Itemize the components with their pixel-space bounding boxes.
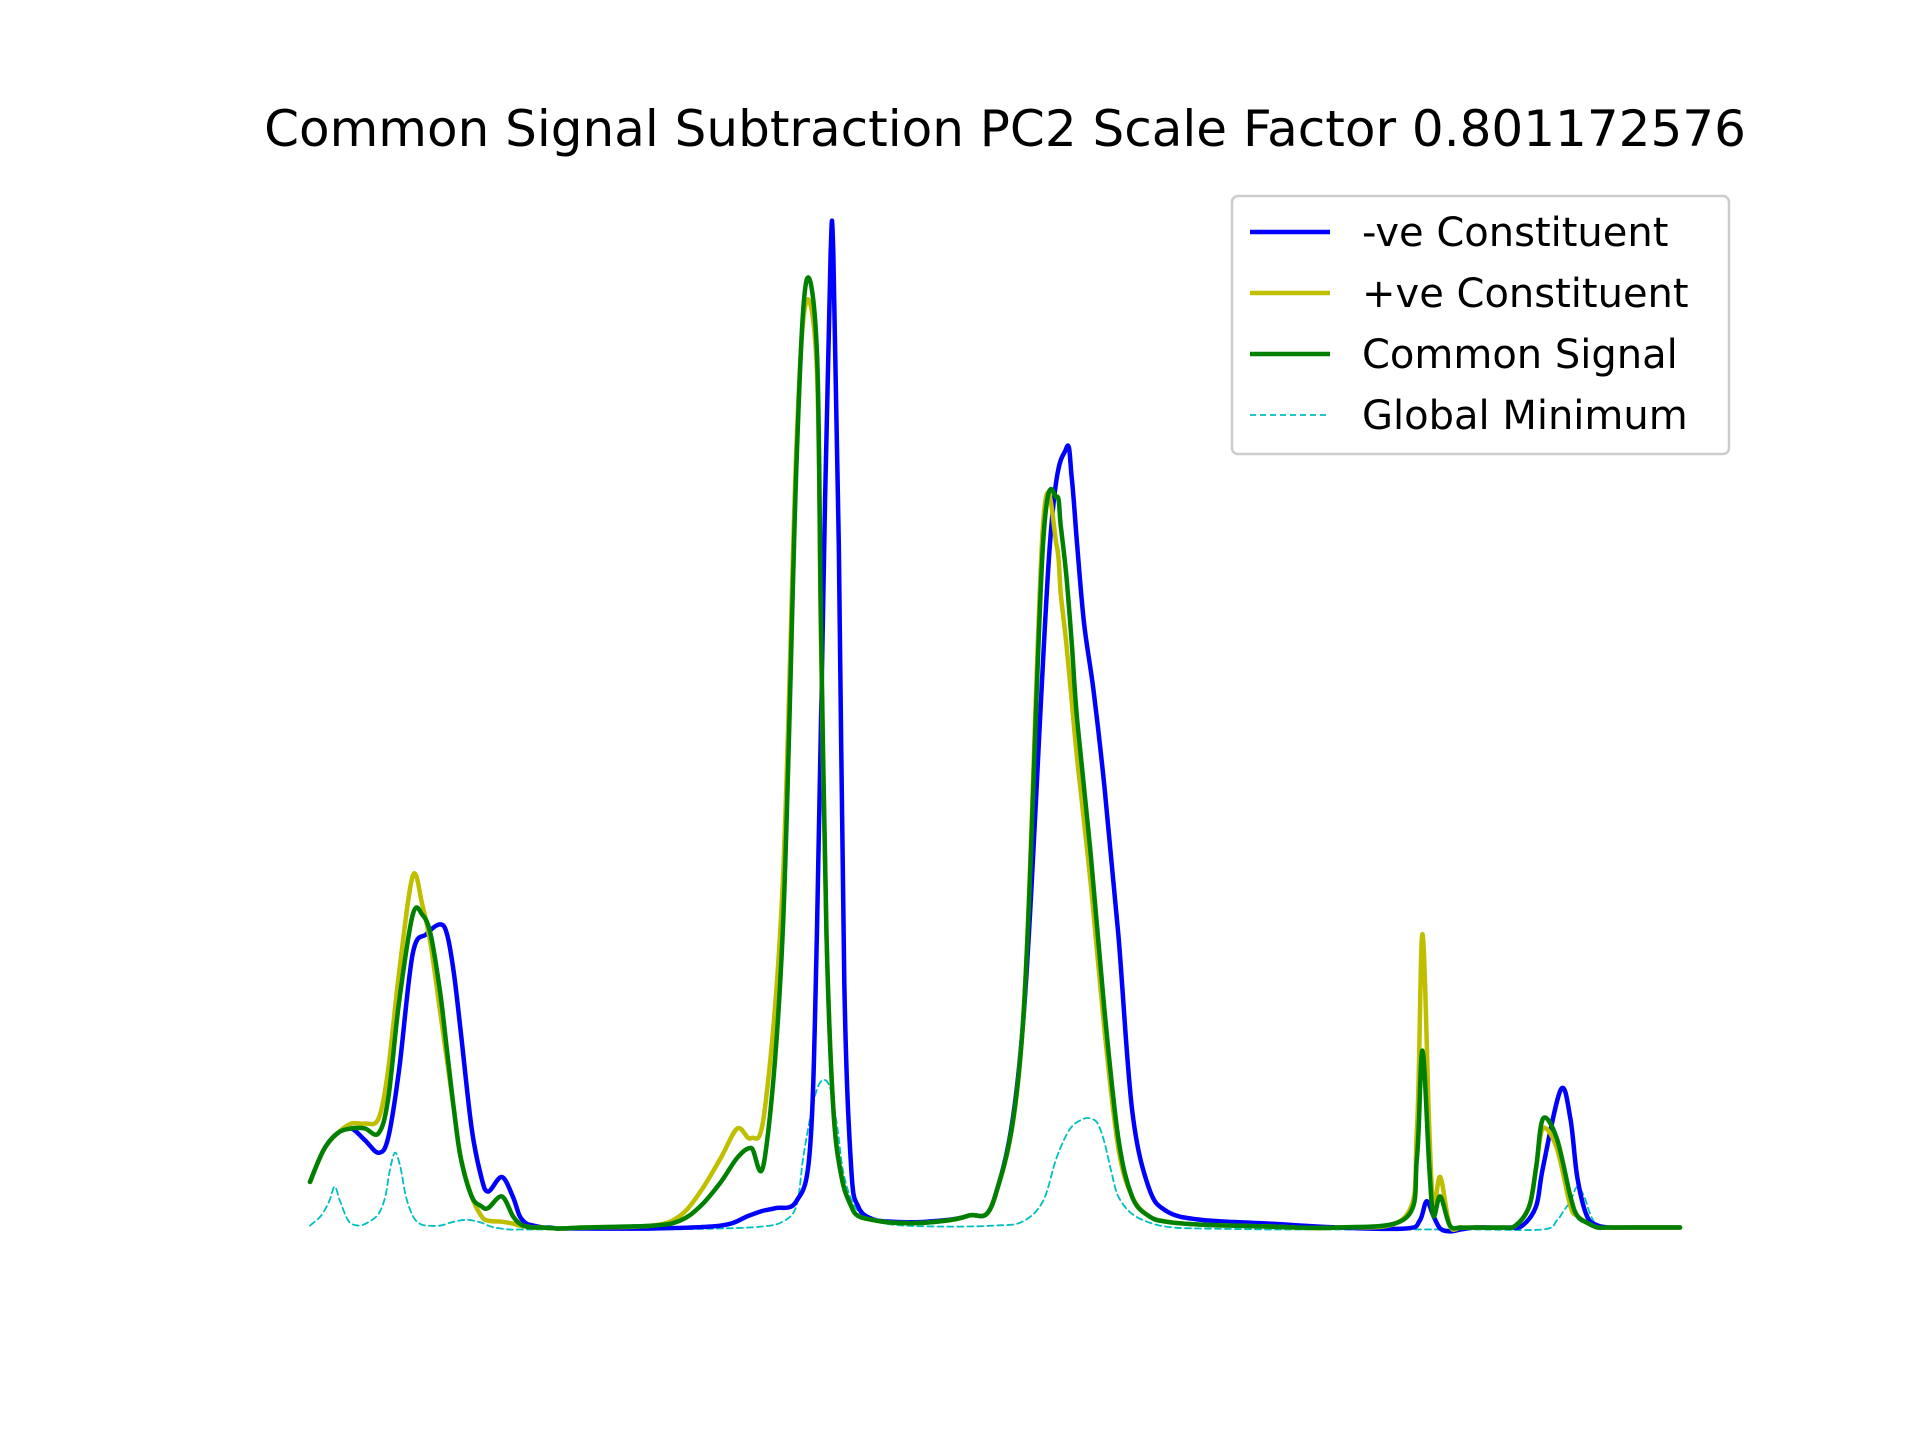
legend-label-ve-constituent: -ve Constituent [1362, 210, 1668, 256]
legend-frame [1230, 194, 1731, 456]
chart-title: Common Signal Subtraction PC2 Scale Fact… [264, 100, 1746, 158]
legend-items: -ve Constituent +ve Constituent Common Sig… [1250, 210, 1689, 439]
legend-label-common-signal: Common Signal [1362, 332, 1678, 378]
legend-label-ve-constituent: +ve Constituent [1362, 271, 1689, 317]
series-layer [307, 218, 1683, 1234]
series-line-global-minimum [309, 1078, 1681, 1232]
legend: -ve Constituent +ve Constituent Common Sig… [1230, 194, 1731, 456]
legend-label-global-minimum: Global Minimum [1362, 393, 1688, 439]
series-line-common-signal [307, 275, 1683, 1231]
